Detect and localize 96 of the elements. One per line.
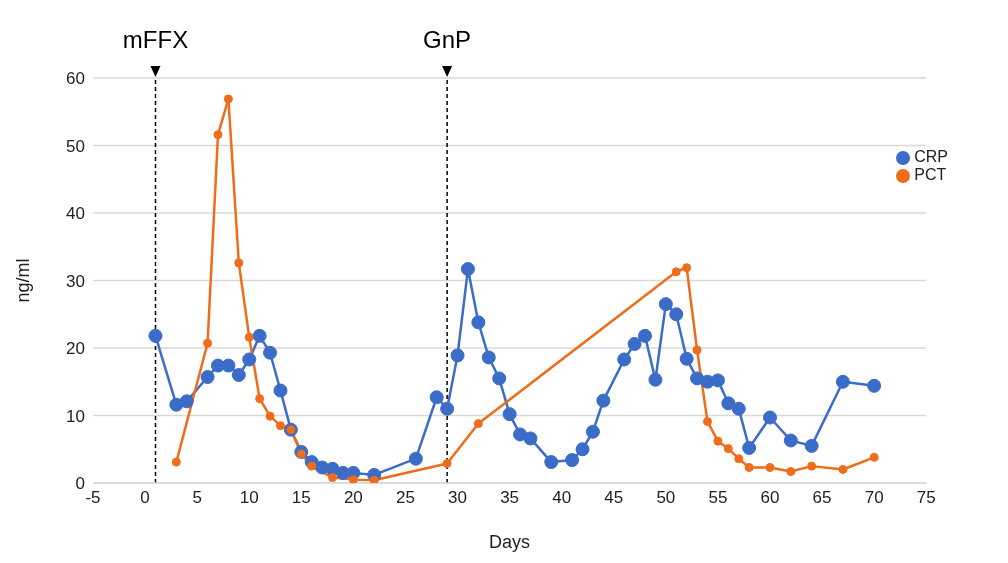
point <box>638 328 653 343</box>
x-tick-label: 60 <box>760 488 780 508</box>
point <box>213 130 223 140</box>
point <box>492 371 507 386</box>
x-tick-label: 40 <box>552 488 572 508</box>
x-tick-label: 55 <box>708 488 728 508</box>
point <box>617 352 632 367</box>
point <box>171 457 181 467</box>
y-tick-label: 40 <box>66 204 85 224</box>
ref-line-label: mFFX <box>122 26 189 53</box>
point <box>710 373 725 388</box>
point <box>565 453 580 468</box>
point <box>742 440 757 455</box>
point <box>244 332 254 342</box>
point <box>679 351 694 366</box>
point <box>783 433 798 448</box>
y-tick-label: 50 <box>66 136 85 156</box>
point <box>221 358 236 373</box>
point <box>450 348 465 363</box>
x-tick-label: 25 <box>396 488 415 508</box>
point <box>408 451 423 466</box>
point <box>429 390 444 405</box>
point <box>658 297 673 312</box>
point <box>721 396 736 411</box>
point <box>682 263 692 273</box>
point <box>596 393 611 408</box>
point <box>328 473 338 483</box>
legend-label: CRP <box>914 148 948 165</box>
x-tick-label: 70 <box>864 488 884 508</box>
y-tick-label: 60 <box>66 69 85 89</box>
x-tick-label: 45 <box>604 488 624 508</box>
y-tick-label: 30 <box>66 271 85 291</box>
point <box>744 462 754 472</box>
point <box>231 368 246 382</box>
point <box>460 262 475 277</box>
point <box>273 383 288 398</box>
point <box>275 421 285 431</box>
point <box>762 410 777 425</box>
point <box>627 336 642 351</box>
x-tick-label: 5 <box>192 488 202 508</box>
x-tick-label: 30 <box>448 488 467 508</box>
point <box>731 401 746 416</box>
point <box>179 394 194 409</box>
point <box>473 419 483 429</box>
x-tick-label: 15 <box>291 488 311 508</box>
point <box>807 461 817 471</box>
point <box>252 328 267 343</box>
point <box>723 444 733 454</box>
y-tick-label: 10 <box>66 406 85 426</box>
point <box>348 475 358 483</box>
x-tick-label: 65 <box>812 488 832 508</box>
point <box>148 328 163 343</box>
point <box>867 378 882 393</box>
point <box>502 407 517 422</box>
point <box>481 350 496 365</box>
point <box>442 458 452 468</box>
x-tick-label: -5 <box>85 488 101 508</box>
point <box>585 424 600 439</box>
point <box>234 258 244 268</box>
y-tick-label: 0 <box>75 474 85 494</box>
point <box>523 431 538 446</box>
x-tick-label: 10 <box>239 488 259 508</box>
point <box>669 307 684 322</box>
x-tick-label: 20 <box>343 488 363 508</box>
point <box>765 462 775 472</box>
point <box>713 436 723 446</box>
point <box>734 454 744 464</box>
point <box>203 338 213 348</box>
y-tick-label: 20 <box>66 339 85 359</box>
point <box>838 465 848 474</box>
point <box>440 401 455 416</box>
point <box>786 467 796 477</box>
point <box>671 267 681 277</box>
point <box>544 455 559 470</box>
x-tick-label: 75 <box>916 488 936 508</box>
point <box>804 438 819 453</box>
x-tick-label: 0 <box>140 488 150 508</box>
point <box>242 352 257 367</box>
point <box>835 374 850 389</box>
x-tick-label: 35 <box>500 488 520 508</box>
point <box>200 370 215 385</box>
point <box>648 372 663 387</box>
point <box>223 94 233 104</box>
point <box>263 345 278 360</box>
x-tick-label: 50 <box>656 488 676 508</box>
point <box>703 417 712 427</box>
point <box>575 442 590 457</box>
point <box>255 394 265 404</box>
point <box>692 345 702 355</box>
y-axis-title: ng/ml <box>13 258 34 303</box>
legend-label: PCT <box>914 166 947 183</box>
point <box>265 411 275 421</box>
point <box>471 315 486 330</box>
point <box>869 452 879 462</box>
x-axis-title: Days <box>489 532 531 552</box>
ref-line-label: GnP <box>423 26 472 53</box>
